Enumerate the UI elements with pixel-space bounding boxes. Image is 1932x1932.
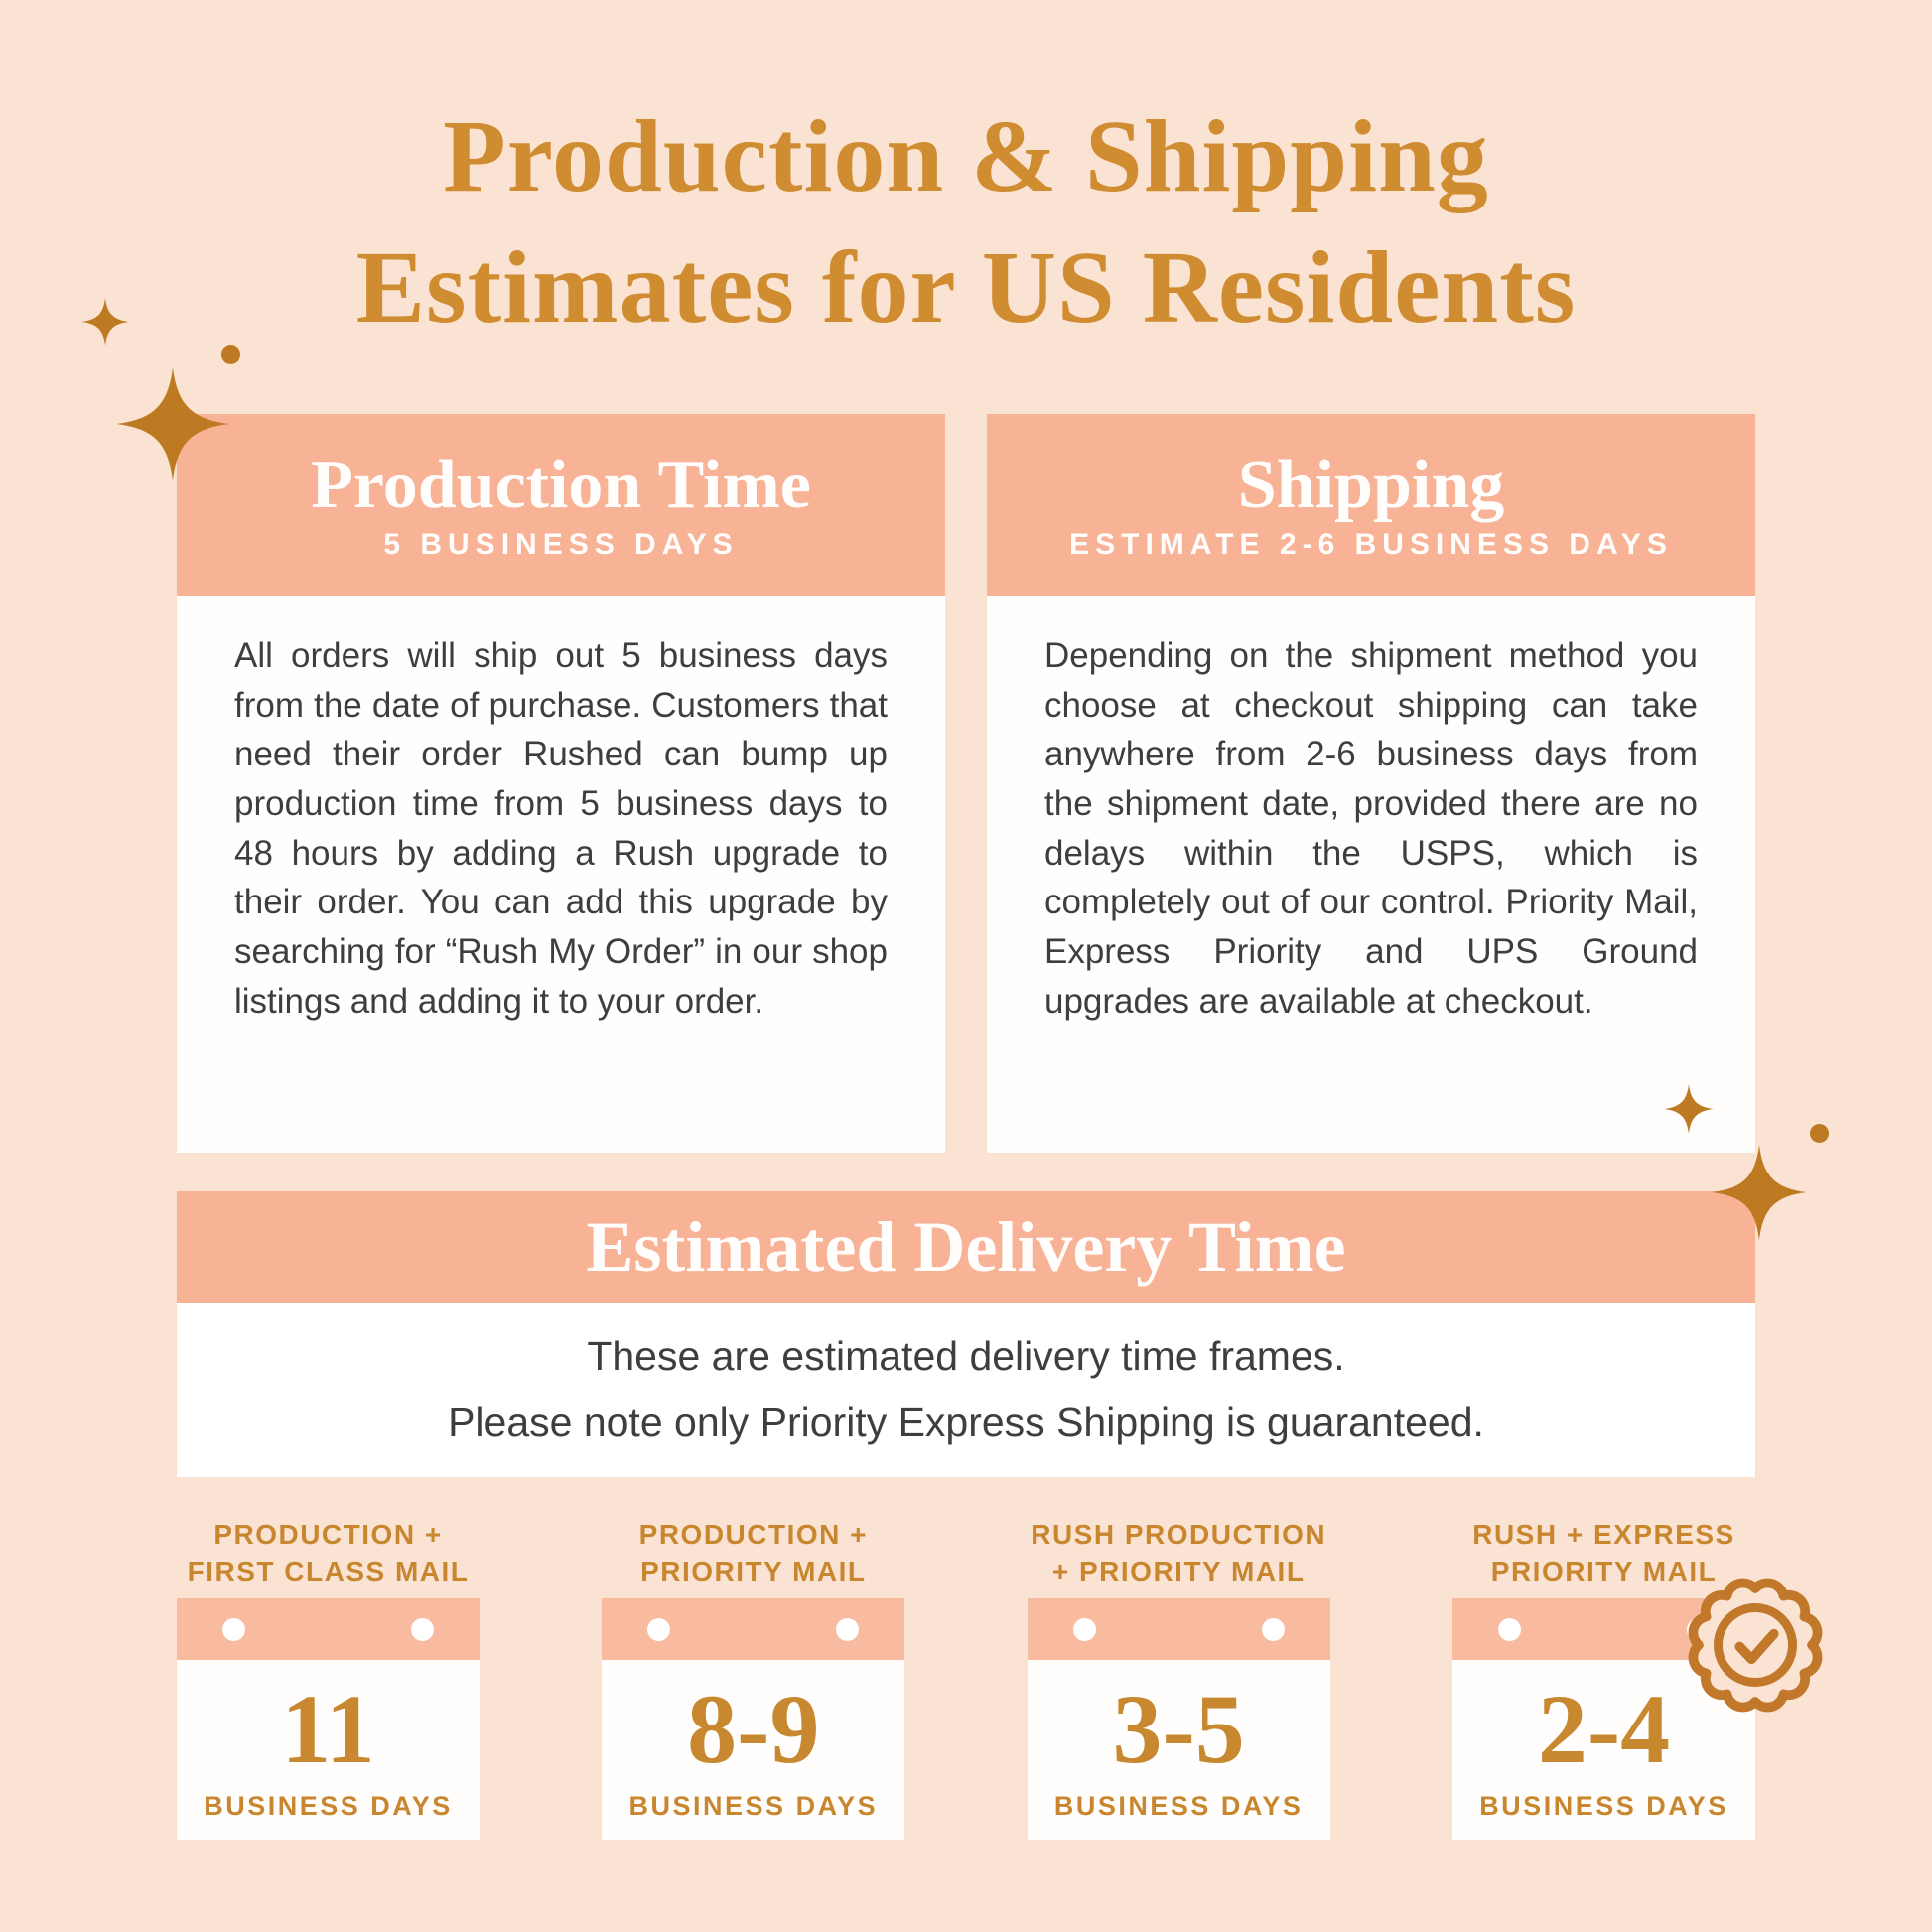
- estimate-label-line1: PRODUCTION +: [213, 1519, 443, 1550]
- estimate-label: PRODUCTION + PRIORITY MAIL: [639, 1517, 868, 1590]
- estimate-unit: BUSINESS DAYS: [628, 1791, 879, 1821]
- page-title: Production & Shipping Estimates for US R…: [0, 91, 1932, 353]
- estimate-label-line2: FIRST CLASS MAIL: [187, 1555, 470, 1587]
- sparkle-icon: [116, 363, 229, 484]
- estimate-label: RUSH + EXPRESS PRIORITY MAIL: [1472, 1517, 1735, 1590]
- delivery-note-line1: These are estimated delivery time frames…: [587, 1333, 1345, 1380]
- estimate-unit: BUSINESS DAYS: [1053, 1791, 1304, 1821]
- info-cards-row: Production Time 5 BUSINESS DAYS All orde…: [177, 414, 1755, 1153]
- delivery-estimates-row: PRODUCTION + FIRST CLASS MAIL 11 BUSINES…: [177, 1517, 1823, 1840]
- calendar-ring-hole: [222, 1618, 245, 1641]
- estimated-delivery-banner: Estimated Delivery Time: [177, 1191, 1755, 1303]
- estimate-unit: BUSINESS DAYS: [1479, 1791, 1728, 1821]
- calendar-body: 8-9 BUSINESS DAYS: [602, 1660, 905, 1840]
- calendar-ring-hole: [836, 1618, 860, 1641]
- production-time-card: Production Time 5 BUSINESS DAYS All orde…: [177, 414, 945, 1153]
- calendar-body: 2-4 BUSINESS DAYS: [1451, 1660, 1755, 1840]
- production-time-card-header: Production Time 5 BUSINESS DAYS: [177, 414, 945, 596]
- calendar-header: [1027, 1598, 1330, 1660]
- calendar-header: [602, 1598, 905, 1660]
- checkmark-seal-icon: [1681, 1571, 1830, 1720]
- calendar-header: [177, 1598, 480, 1660]
- estimate-column-priority: PRODUCTION + PRIORITY MAIL 8-9 BUSINESS …: [602, 1517, 905, 1840]
- card-subtitle: ESTIMATE 2-6 BUSINESS DAYS: [1069, 527, 1673, 561]
- sparkle-icon: [1664, 1082, 1714, 1136]
- estimate-days: 2-4: [1537, 1674, 1671, 1784]
- estimate-column-rush-priority: RUSH PRODUCTION + PRIORITY MAIL 3-5 BUSI…: [1027, 1517, 1330, 1840]
- calendar-card: 2-4 BUSINESS DAYS: [1451, 1578, 1823, 1840]
- card-title: Production Time: [311, 446, 811, 523]
- sparkle-icon: [1712, 1141, 1807, 1244]
- estimate-days: 8-9: [687, 1674, 820, 1784]
- page-title-line1: Production & Shipping: [443, 99, 1489, 213]
- calendar-card: 11 BUSINESS DAYS: [177, 1598, 480, 1840]
- page-title-line2: Estimates for US Residents: [355, 230, 1577, 345]
- estimate-column-rush-express: RUSH + EXPRESS PRIORITY MAIL 2-4 BUSINES…: [1451, 1517, 1823, 1840]
- card-subtitle: 5 BUSINESS DAYS: [383, 527, 739, 561]
- estimate-label-line1: RUSH + EXPRESS: [1472, 1519, 1735, 1550]
- calendar-body: 3-5 BUSINESS DAYS: [1027, 1660, 1330, 1840]
- estimate-label-line2: PRIORITY MAIL: [1490, 1555, 1718, 1587]
- delivery-note-box: These are estimated delivery time frames…: [177, 1303, 1755, 1477]
- calendar-card: 3-5 BUSINESS DAYS: [1027, 1598, 1330, 1840]
- calendar-ring-hole: [1497, 1618, 1521, 1641]
- calendar-ring-hole: [1072, 1618, 1096, 1641]
- estimate-label: PRODUCTION + FIRST CLASS MAIL: [188, 1517, 470, 1590]
- card-body-text: Depending on the shipment method you cho…: [987, 596, 1755, 1153]
- estimate-label-line1: RUSH PRODUCTION: [1031, 1519, 1327, 1550]
- estimate-column-first-class: PRODUCTION + FIRST CLASS MAIL 11 BUSINES…: [177, 1517, 480, 1840]
- shipping-card: Shipping ESTIMATE 2-6 BUSINESS DAYS Depe…: [987, 414, 1755, 1153]
- estimate-label: RUSH PRODUCTION + PRIORITY MAIL: [1031, 1517, 1326, 1590]
- calendar-ring-hole: [1261, 1618, 1285, 1641]
- calendar-ring-hole: [647, 1618, 671, 1641]
- sparkle-icon: [81, 296, 129, 347]
- estimate-label-line2: + PRIORITY MAIL: [1051, 1555, 1306, 1587]
- sparkle-dot-icon: [1810, 1124, 1829, 1143]
- estimate-label-line2: PRIORITY MAIL: [640, 1555, 867, 1587]
- estimate-label-line1: PRODUCTION +: [638, 1519, 868, 1550]
- calendar-ring-hole: [411, 1618, 434, 1641]
- estimate-days: 11: [281, 1674, 375, 1784]
- estimate-days: 3-5: [1112, 1674, 1245, 1784]
- sparkle-dot-icon: [221, 345, 240, 364]
- delivery-note-line2: Please note only Priority Express Shippi…: [448, 1399, 1484, 1445]
- estimate-unit: BUSINESS DAYS: [204, 1791, 453, 1821]
- card-body-text: All orders will ship out 5 business days…: [177, 596, 945, 1153]
- shipping-card-header: Shipping ESTIMATE 2-6 BUSINESS DAYS: [987, 414, 1755, 596]
- banner-title: Estimated Delivery Time: [586, 1207, 1346, 1287]
- calendar-body: 11 BUSINESS DAYS: [177, 1660, 480, 1840]
- card-title: Shipping: [1237, 446, 1505, 523]
- calendar-card: 8-9 BUSINESS DAYS: [602, 1598, 905, 1840]
